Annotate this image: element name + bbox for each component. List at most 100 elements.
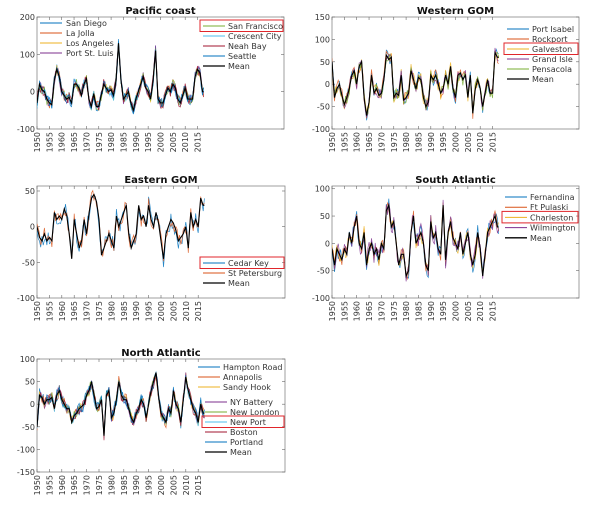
x-tick-label: 2010 [476, 132, 485, 152]
series-line-mean [37, 372, 205, 436]
legend-label: Los Angeles [66, 39, 114, 48]
x-tick-label: 1950 [328, 132, 337, 152]
legend-label: Galveston [532, 45, 572, 54]
x-tick-label: 1975 [390, 301, 399, 321]
y-tick-label: 0 [30, 223, 35, 232]
x-tick-label: 1985 [414, 132, 423, 152]
x-tick-label: 1985 [120, 301, 129, 321]
legend-label: San Diego [66, 19, 107, 28]
x-tick-label: 2010 [181, 132, 190, 152]
x-tick-label: 1975 [95, 301, 104, 321]
x-tick-label: 1980 [107, 475, 116, 495]
legend-label: Mean [228, 62, 250, 71]
x-tick-label: 1995 [145, 475, 154, 495]
x-tick-label: 1965 [70, 301, 79, 321]
highlight-box [501, 210, 579, 224]
y-tick-label: 100 [315, 185, 330, 194]
x-tick-label: 1995 [439, 301, 448, 321]
x-tick-label: 1985 [120, 475, 129, 495]
x-tick-label: 2015 [194, 132, 203, 152]
x-tick-label: 1980 [402, 132, 411, 152]
x-tick-label: 1955 [340, 301, 349, 321]
legend-label: Mean [230, 448, 252, 457]
x-tick-label: 1950 [33, 132, 42, 152]
y-tick-label: 50 [320, 58, 330, 67]
x-tick-label: 2000 [157, 475, 166, 495]
series-line-st-petersburg [37, 189, 205, 262]
x-tick-label: 1965 [70, 132, 79, 152]
x-tick-label: 1990 [427, 301, 436, 321]
x-tick-label: 1970 [83, 475, 92, 495]
legend-label: Cedar Key [228, 259, 269, 268]
x-tick-label: 1975 [95, 475, 104, 495]
x-tick-label: 2000 [157, 132, 166, 152]
x-tick-label: 2005 [464, 301, 473, 321]
x-tick-label: 1970 [377, 132, 386, 152]
x-tick-label: 2010 [182, 301, 191, 321]
legend-label: Mean [228, 279, 250, 288]
series-lines [332, 198, 500, 282]
legend-label: Charleston [530, 213, 573, 222]
y-tick-label: -100 [312, 294, 330, 303]
legend-label: La Jolla [66, 29, 95, 38]
legend-label: Mean [530, 234, 552, 243]
x-tick-label: 1965 [365, 301, 374, 321]
x-tick-label: 2010 [182, 475, 191, 495]
subplot-title: Western GOM [417, 6, 494, 17]
x-tick-label: 2005 [169, 301, 178, 321]
series-lines [37, 38, 205, 115]
y-tick-label: 50 [320, 212, 330, 221]
x-tick-label: 1995 [145, 301, 154, 321]
y-tick-label: -100 [17, 294, 35, 303]
legend-label: Portland [230, 438, 263, 447]
subplot-title: South Atlantic [415, 175, 496, 186]
x-tick-label: 1970 [377, 301, 386, 321]
y-tick-label: -50 [317, 267, 330, 276]
legend-label: New Port [230, 418, 266, 427]
y-tick-label: 100 [315, 35, 330, 44]
y-tick-label: -100 [312, 125, 330, 134]
legend-label: Annapolis [223, 373, 262, 382]
plot-area [331, 16, 580, 130]
x-tick-label: 1965 [70, 475, 79, 495]
x-tick-label: 2015 [489, 301, 498, 321]
y-tick-label: -50 [317, 103, 330, 112]
legend-label: Hampton Road [223, 363, 283, 372]
y-tick-label: 0 [325, 239, 330, 248]
y-tick-label: 100 [20, 355, 35, 364]
x-tick-label: 1980 [402, 301, 411, 321]
y-tick-label: 100 [20, 50, 35, 59]
x-tick-label: 1960 [353, 301, 362, 321]
highlight-box [201, 415, 285, 428]
x-tick-label: 1960 [58, 475, 67, 495]
y-tick-label: -50 [22, 258, 35, 267]
legend-label: St Petersburg [228, 269, 282, 278]
x-tick-label: 1975 [95, 132, 104, 152]
legend-label: Seattle [228, 52, 256, 61]
x-tick-label: 1980 [107, 301, 116, 321]
legend-label: Ft Pulaski [530, 203, 568, 212]
y-tick-label: -100 [17, 125, 35, 134]
highlight-box [199, 19, 284, 32]
x-tick-label: 1960 [353, 132, 362, 152]
legend-label: NY Battery [230, 398, 273, 407]
legend-label: Rockport [532, 35, 568, 44]
plot-area [36, 16, 285, 130]
series-lines [332, 47, 500, 121]
x-tick-label: 2005 [169, 132, 178, 152]
x-tick-label: 2015 [489, 132, 498, 152]
x-tick-label: 1960 [58, 132, 67, 152]
x-tick-label: 2000 [452, 301, 461, 321]
x-tick-label: 2005 [464, 132, 473, 152]
x-tick-label: 2000 [452, 132, 461, 152]
x-tick-label: 1980 [107, 132, 116, 152]
